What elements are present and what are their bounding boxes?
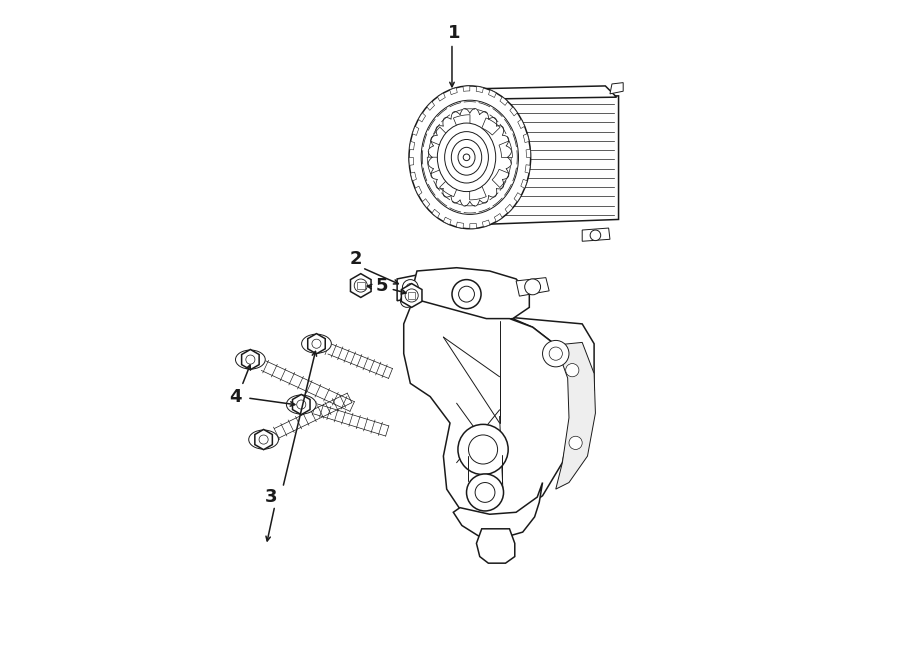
- Polygon shape: [454, 483, 543, 539]
- Polygon shape: [514, 192, 521, 202]
- Polygon shape: [509, 317, 594, 400]
- Ellipse shape: [286, 395, 316, 414]
- Polygon shape: [410, 268, 529, 321]
- Circle shape: [405, 289, 418, 302]
- Ellipse shape: [421, 100, 518, 214]
- Polygon shape: [494, 214, 502, 221]
- Ellipse shape: [451, 139, 482, 175]
- Polygon shape: [437, 93, 446, 101]
- Ellipse shape: [445, 132, 489, 183]
- Polygon shape: [505, 204, 513, 213]
- Polygon shape: [255, 430, 273, 449]
- Polygon shape: [412, 126, 418, 136]
- Text: 1: 1: [448, 24, 461, 42]
- Polygon shape: [428, 157, 441, 174]
- Circle shape: [549, 347, 562, 360]
- Circle shape: [407, 284, 414, 292]
- Polygon shape: [470, 223, 477, 229]
- Ellipse shape: [437, 123, 496, 192]
- Polygon shape: [610, 83, 623, 94]
- Ellipse shape: [236, 350, 266, 369]
- Polygon shape: [525, 165, 530, 173]
- Ellipse shape: [302, 334, 331, 353]
- Polygon shape: [404, 299, 572, 517]
- Circle shape: [400, 294, 414, 307]
- Circle shape: [543, 340, 569, 367]
- Polygon shape: [427, 102, 435, 110]
- Polygon shape: [489, 90, 496, 98]
- Circle shape: [246, 355, 255, 364]
- Circle shape: [259, 435, 268, 444]
- Circle shape: [466, 474, 503, 511]
- Circle shape: [459, 286, 474, 302]
- Circle shape: [590, 230, 600, 241]
- Polygon shape: [476, 86, 616, 99]
- Polygon shape: [476, 529, 515, 563]
- Polygon shape: [410, 141, 415, 150]
- Polygon shape: [308, 334, 325, 354]
- Polygon shape: [409, 157, 414, 165]
- Polygon shape: [439, 180, 458, 197]
- Circle shape: [464, 154, 470, 161]
- Polygon shape: [350, 274, 371, 297]
- Polygon shape: [556, 342, 596, 489]
- Polygon shape: [432, 210, 440, 217]
- Polygon shape: [456, 222, 464, 228]
- Circle shape: [569, 436, 582, 449]
- Polygon shape: [518, 120, 525, 128]
- Polygon shape: [509, 107, 518, 116]
- Circle shape: [475, 483, 495, 502]
- Polygon shape: [422, 199, 430, 208]
- Polygon shape: [241, 350, 259, 369]
- Text: 4: 4: [229, 387, 241, 406]
- Bar: [357, 282, 364, 290]
- Polygon shape: [418, 113, 426, 122]
- Polygon shape: [516, 278, 549, 296]
- Polygon shape: [415, 186, 422, 195]
- Circle shape: [458, 424, 508, 475]
- Polygon shape: [430, 127, 447, 145]
- Circle shape: [355, 279, 367, 292]
- Polygon shape: [292, 395, 310, 414]
- Polygon shape: [397, 274, 424, 301]
- Polygon shape: [482, 220, 490, 227]
- Polygon shape: [454, 115, 470, 128]
- Polygon shape: [521, 179, 527, 188]
- Polygon shape: [582, 228, 610, 241]
- Ellipse shape: [458, 147, 475, 167]
- Polygon shape: [523, 134, 529, 143]
- Text: 3: 3: [266, 488, 278, 506]
- Circle shape: [469, 435, 498, 464]
- Ellipse shape: [248, 430, 278, 449]
- Polygon shape: [401, 284, 422, 307]
- Bar: [408, 292, 416, 299]
- Polygon shape: [526, 149, 531, 157]
- Polygon shape: [473, 96, 618, 225]
- Circle shape: [452, 280, 482, 309]
- Circle shape: [566, 364, 579, 377]
- Circle shape: [297, 400, 306, 409]
- Polygon shape: [444, 217, 451, 225]
- Text: 5: 5: [375, 276, 388, 295]
- Polygon shape: [410, 172, 417, 181]
- Polygon shape: [499, 141, 512, 157]
- Polygon shape: [450, 88, 457, 95]
- Polygon shape: [482, 118, 500, 135]
- Polygon shape: [470, 186, 486, 200]
- Text: 2: 2: [350, 250, 363, 268]
- Polygon shape: [492, 169, 509, 188]
- Polygon shape: [500, 97, 508, 105]
- Ellipse shape: [409, 86, 531, 229]
- Circle shape: [525, 279, 541, 295]
- Circle shape: [312, 339, 321, 348]
- Polygon shape: [463, 86, 470, 91]
- Polygon shape: [476, 87, 483, 93]
- Circle shape: [402, 280, 418, 295]
